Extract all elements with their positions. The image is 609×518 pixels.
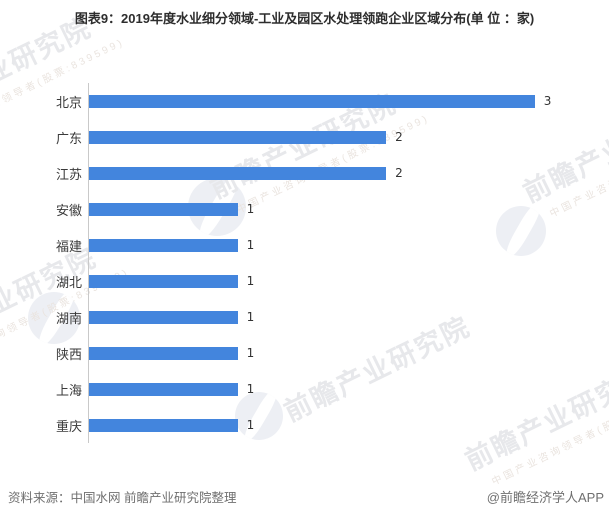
bar-area: 2 [89,130,609,144]
bar [89,418,238,432]
bar-area: 1 [89,274,609,288]
value-label: 1 [246,274,255,288]
chart-row: 福建 1 [0,227,609,263]
footer-source: 资料来源：中国水网 前瞻产业研究院整理 [8,491,237,505]
category-label: 上海 [55,382,82,398]
bar [89,130,387,144]
bar [89,202,238,216]
bar-rows: 北京 3 广东 2 江苏 2 安徽 1 福建 1 湖北 1 湖南 1 陕西 1 上海 1 重庆 1 [0,83,609,443]
chart-plot: 北京 3 广东 2 江苏 2 安徽 1 福建 1 湖北 1 湖南 1 陕西 1 上海 1 重庆 1 [0,83,609,443]
value-label: 1 [246,346,255,360]
bar-area: 2 [89,166,609,180]
chart-row: 广东 2 [0,119,609,155]
bar [89,166,387,180]
value-label: 3 [543,94,552,108]
chart-row: 湖北 1 [0,263,609,299]
page-title: 图表9：2019年度水业细分领域-工业及园区水处理领跑企业区域分布(单 位 ：家… [74,11,535,26]
bar-area: 1 [89,382,609,396]
chart-row: 陕西 1 [0,335,609,371]
category-label: 湖南 [55,310,82,326]
category-label: 安徽 [55,202,82,218]
chart-row: 上海 1 [0,371,609,407]
footer-credit: @前瞻经济学人APP [486,490,604,505]
bar [89,310,238,324]
value-label: 1 [246,382,255,396]
value-label: 1 [246,238,255,252]
bar-area: 1 [89,418,609,432]
bar [89,382,238,396]
bar [89,94,535,108]
category-label: 北京 [55,94,82,110]
chart-row: 江苏 2 [0,155,609,191]
value-label: 2 [395,130,403,144]
bar-area: 3 [89,94,609,108]
y-axis-line [88,83,89,443]
chart-row: 北京 3 [0,83,609,119]
chart-row: 重庆 1 [0,407,609,443]
bar [89,238,238,252]
chart-row: 安徽 1 [0,191,609,227]
value-label: 2 [395,166,403,180]
category-label: 陕西 [55,346,82,362]
bar-area: 1 [89,202,609,216]
value-label: 1 [246,310,255,324]
category-label: 江苏 [55,166,82,182]
value-label: 1 [246,418,255,432]
value-label: 1 [246,202,255,216]
chart-row: 湖南 1 [0,299,609,335]
category-label: 重庆 [55,418,82,434]
category-label: 广东 [55,130,82,146]
bar-area: 1 [89,310,609,324]
bar [89,274,238,288]
category-label: 湖北 [55,274,82,290]
category-label: 福建 [55,238,82,254]
bar-area: 1 [89,238,609,252]
bar [89,346,238,360]
bar-area: 1 [89,346,609,360]
